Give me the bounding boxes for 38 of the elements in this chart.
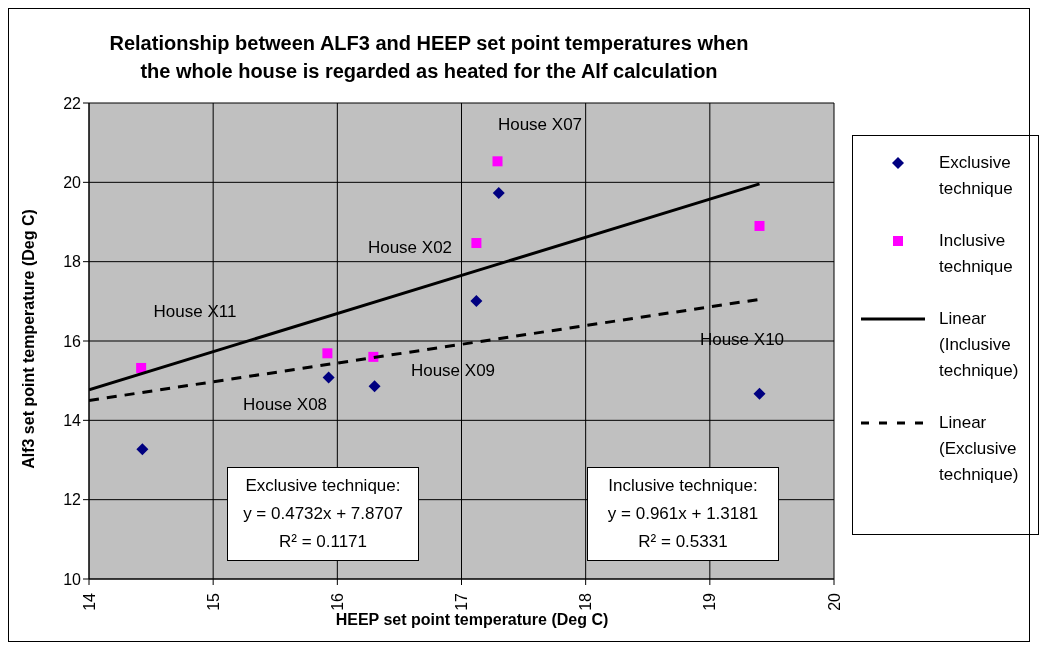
chart-title: Relationship between ALF3 and HEEP set point temperatures when the whole house is regarded as heated for the Alf calculation [108, 31, 750, 84]
x-tick-label: 20 [825, 592, 843, 611]
y-tick-label: 18 [63, 253, 82, 271]
annotation: House X08 [242, 395, 328, 415]
point [136, 443, 149, 456]
annotation: Exclusive technique: y = 0.4732x + 7.8707 R² = 0.1171 [227, 467, 419, 561]
point [368, 380, 381, 393]
legend-label: Exclusive technique [939, 152, 1014, 200]
x-tick-label: 16 [328, 592, 346, 611]
legend-label: Inclusive technique [939, 230, 1014, 278]
point [471, 238, 482, 249]
y-tick-label: 16 [63, 332, 82, 350]
x-tick-label: 19 [701, 592, 719, 611]
annotation: House X09 [410, 361, 496, 381]
annotation: House X07 [497, 115, 583, 135]
point [492, 156, 503, 167]
y-axis-title: Alf3 set point temperature (Deg C) [20, 209, 38, 469]
point [753, 387, 766, 400]
annotation: Inclusive technique: y = 0.961x + 1.3181 R² = 0.5331 [587, 467, 779, 561]
point [470, 294, 483, 307]
annotation: House X02 [367, 238, 453, 258]
x-tick-label: 17 [453, 592, 470, 611]
y-tick-label: 20 [63, 174, 82, 192]
y-tick-label: 14 [63, 412, 82, 430]
x-tick-label: 14 [80, 592, 98, 611]
x-axis-title: HEEP set point temperature (Deg C) [335, 611, 609, 629]
x-tick-label: 15 [204, 592, 222, 611]
point [136, 362, 147, 373]
point [322, 371, 335, 384]
legend-label: Linear (Exclusive technique) [939, 412, 1020, 486]
x-tick-label: 18 [577, 592, 595, 611]
point [492, 187, 505, 200]
point [322, 348, 333, 359]
y-tick-label: 12 [63, 491, 82, 509]
point [754, 220, 765, 231]
y-tick-label: 22 [63, 94, 82, 112]
y-tick-label: 10 [63, 570, 82, 588]
legend-label: Linear (Inclusive technique) [939, 308, 1020, 382]
